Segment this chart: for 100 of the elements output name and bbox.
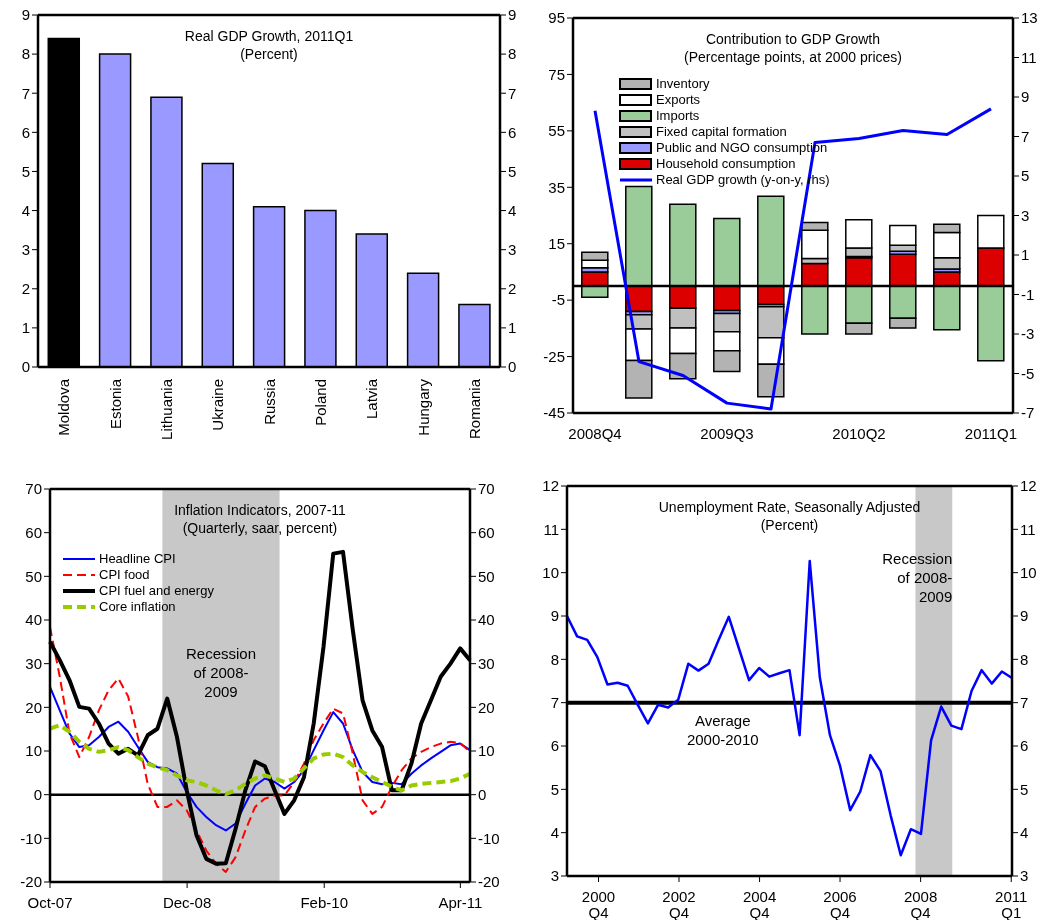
y-tick-label: 3	[21, 240, 30, 258]
y2-tick-label: 1	[1021, 246, 1030, 264]
text: Real GDP Growth, 2011Q1	[183, 27, 355, 45]
y-tick-label: 3	[550, 867, 559, 885]
x-tick-label: Moldova	[55, 378, 73, 436]
y-tick-label: 0	[33, 785, 42, 803]
y-tick-label: -20	[20, 873, 42, 891]
legend-label: CPI food	[99, 567, 150, 583]
y2-tick-label: 8	[508, 45, 517, 63]
y2-tick-label: 50	[478, 567, 495, 585]
text: (Percentage points, at 2000 prices)	[683, 48, 903, 66]
x-tick-label: 2004 Q4	[742, 887, 777, 921]
text: (Percent)	[239, 45, 299, 63]
y2-tick-label: -7	[1021, 404, 1035, 422]
legend-label: Core inflation	[99, 599, 176, 615]
x-tick-label: Ukraine	[209, 379, 227, 431]
y-tick-label: 1	[21, 319, 30, 337]
x-tick-label: Estonia	[106, 378, 124, 430]
x-tick-label: Poland	[311, 379, 329, 426]
legend-label: CPI fuel and energy	[99, 583, 214, 599]
y2-tick-label: 9	[508, 6, 517, 24]
x-tick-label: 2011Q1	[964, 424, 1018, 442]
text: Unemployment Rate, Seasonally Adjusted	[657, 498, 922, 516]
x-tick-label: 2006 Q4	[823, 887, 857, 921]
y2-tick-label: 4	[508, 201, 517, 219]
y-tick-label: -10	[20, 829, 42, 847]
y2-tick-label: 0	[478, 785, 487, 803]
y2-tick-label: 5	[1020, 780, 1029, 798]
legend-label: Household consumption	[656, 156, 796, 172]
y-tick-label: 9	[21, 6, 30, 24]
legend-label: Fixed capital formation	[656, 124, 787, 140]
y2-tick-label: 11	[1021, 48, 1037, 66]
y-tick-label: 15	[548, 235, 565, 253]
x-tick-label: Latvia	[363, 378, 381, 420]
y-tick-label: 8	[550, 650, 559, 668]
text: (Percent)	[759, 516, 820, 534]
y2-tick-label: 3	[1020, 867, 1029, 885]
y-tick-label: 6	[21, 123, 30, 141]
y-tick-label: 8	[21, 45, 30, 63]
text: Inflation Indicators, 2007-11	[173, 501, 347, 519]
y-tick-label: 10	[542, 563, 559, 581]
y-tick-label: 40	[25, 611, 42, 629]
y2-tick-label: 40	[478, 611, 495, 629]
y2-tick-label: 20	[478, 698, 495, 716]
y2-tick-label: 60	[478, 523, 495, 541]
x-tick-label: 2002 Q4	[662, 887, 696, 921]
y-tick-label: 9	[550, 607, 559, 625]
y-tick-label: 20	[25, 698, 42, 716]
x-tick-label: Hungary	[414, 378, 432, 436]
legend-label: Exports	[656, 92, 701, 108]
x-tick-label: 2008 Q4	[903, 887, 938, 921]
y-tick-label: 12	[542, 477, 559, 495]
y-tick-label: 0	[21, 358, 30, 376]
y2-tick-label: 5	[508, 162, 517, 180]
y-tick-label: 7	[21, 84, 30, 102]
y-tick-label: 10	[25, 742, 42, 760]
band-label: Recession of 2008-2009	[184, 644, 257, 701]
x-tick-label: 2010Q2	[832, 424, 886, 442]
y-tick-label: 95	[548, 9, 565, 27]
y-tick-label: 5	[21, 162, 30, 180]
y2-tick-label: 10	[1020, 563, 1037, 581]
y-tick-label: 30	[25, 654, 42, 672]
legend-label: Inventory	[656, 76, 710, 92]
y-tick-label: -5	[551, 291, 565, 309]
y2-tick-label: 13	[1021, 9, 1038, 27]
y2-tick-label: 6	[508, 123, 517, 141]
y2-tick-label: 9	[1020, 607, 1029, 625]
y2-tick-label: -1	[1021, 285, 1035, 303]
y-tick-label: 50	[25, 567, 42, 585]
text: Contribution to GDP Growth	[704, 30, 881, 48]
y2-tick-label: 7	[1020, 693, 1029, 711]
x-tick-label: 2011 Q1	[995, 887, 1028, 921]
y2-tick-label: -3	[1021, 325, 1035, 343]
x-tick-label: 2000 Q4	[581, 887, 616, 921]
y2-tick-label: 0	[508, 358, 517, 376]
y2-tick-label: -20	[478, 873, 500, 891]
x-tick-label: 2008Q4	[568, 424, 622, 442]
y2-tick-label: -10	[478, 829, 500, 847]
y-tick-label: 7	[550, 693, 559, 711]
x-tick-label: Dec-08	[162, 893, 212, 911]
y-tick-label: -25	[543, 347, 565, 365]
y-tick-label: 60	[25, 523, 42, 541]
y2-tick-label: 7	[1021, 127, 1030, 145]
y2-tick-label: 3	[508, 240, 517, 258]
y2-tick-label: 9	[1021, 88, 1030, 106]
y2-tick-label: 7	[508, 84, 517, 102]
y-tick-label: -45	[543, 404, 565, 422]
y-tick-label: 75	[548, 65, 565, 83]
text: (Quarterly, saar, percent)	[181, 519, 339, 537]
x-tick-label: 2009Q3	[700, 424, 754, 442]
ref-line-label: Average 2000-2010	[685, 710, 760, 749]
y2-tick-label: 12	[1020, 477, 1037, 495]
y2-tick-label: 70	[478, 480, 495, 498]
y2-tick-label: 6	[1020, 737, 1029, 755]
y2-tick-label: 3	[1021, 206, 1030, 224]
x-tick-label: Romania	[465, 378, 483, 440]
legend-label: Headline CPI	[99, 551, 176, 567]
y-tick-label: 2	[21, 280, 30, 298]
y-tick-label: 35	[548, 178, 565, 196]
y-tick-label: 6	[550, 737, 559, 755]
